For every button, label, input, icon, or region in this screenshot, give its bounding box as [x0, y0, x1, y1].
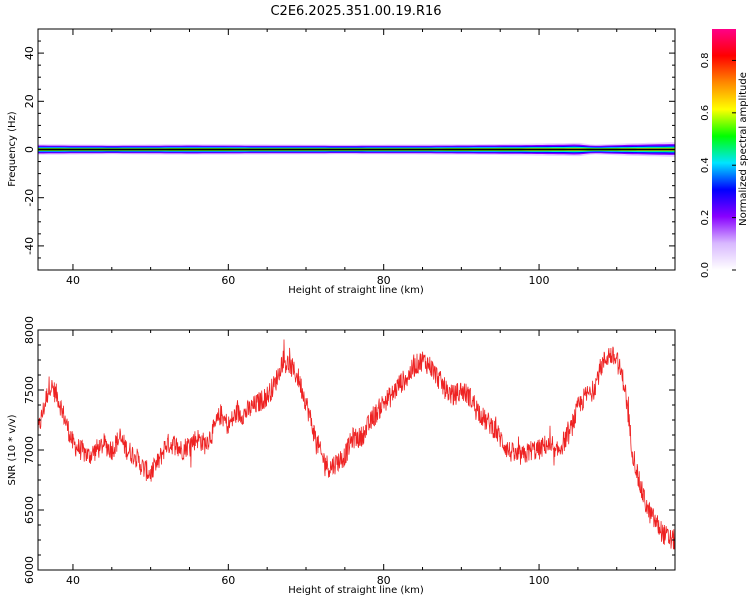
snr-ytick-label: 7000 [23, 436, 36, 464]
spectrogram-axes: 40 60 80 100 40 20 0 -20 -40 [23, 28, 675, 287]
snr-ytick-label: 7500 [23, 376, 36, 404]
colorbar-tick-label: 0.6 [700, 105, 711, 121]
colorbar-tick-label: 0.4 [700, 157, 711, 173]
spectrogram-xlabel: Height of straight line (km) [288, 285, 424, 296]
spectral-band [38, 142, 675, 157]
spectrogram-xtick-label: 80 [377, 274, 391, 287]
spectrogram-xtick-label: 40 [66, 274, 80, 287]
spectrogram-ytick-label: 0 [23, 146, 36, 153]
spectrogram-ytick-label: 40 [23, 46, 36, 60]
snr-series [38, 339, 675, 550]
snr-ylabel: SNR (10 * v/v) [7, 414, 18, 485]
colorbar-ticks: 0.0 0.2 0.4 0.6 0.8 [700, 52, 736, 278]
snr-xtick-label: 100 [529, 574, 550, 587]
spectrogram-xtick-label: 60 [221, 274, 235, 287]
snr-ytick-label: 6000 [23, 556, 36, 584]
snr-ytick-label: 6500 [23, 496, 36, 524]
chart-title: C2E6.2025.351.00.19.R16 [270, 4, 441, 19]
snr-panel: 40 60 80 100 8000 7500 7000 6500 6000 Height of … [7, 316, 676, 596]
snr-line [38, 339, 675, 550]
snr-ytick-label: 8000 [23, 316, 36, 344]
spectral-band-layer [38, 148, 675, 151]
snr-plot-area [38, 330, 675, 570]
spectrogram-panel: 40 60 80 100 40 20 0 -20 -40 Height of straight … [7, 28, 676, 296]
snr-axes: 40 60 80 100 8000 7500 7000 6500 6000 [23, 316, 675, 587]
colorbar-label: Normalized spectral amplitude [738, 72, 749, 226]
colorbar-tick-label: 0.2 [700, 210, 711, 226]
colorbar: 0.0 0.2 0.4 0.6 0.8 Normalized spectral ampl… [700, 29, 749, 278]
snr-xtick-label: 60 [221, 574, 235, 587]
spectrogram-ytick-label: 20 [23, 94, 36, 108]
spectrogram-xtick-label: 100 [529, 274, 550, 287]
snr-xlabel: Height of straight line (km) [288, 585, 424, 596]
spectrogram-ytick-label: -40 [23, 237, 36, 255]
colorbar-bar [712, 29, 736, 270]
colorbar-tick-label: 0.8 [700, 52, 711, 68]
snr-xtick-label: 40 [66, 574, 80, 587]
spectrogram-ylabel: Frequency (Hz) [7, 111, 18, 187]
snr-xtick-label: 80 [377, 574, 391, 587]
spectrogram-ytick-label: -20 [23, 189, 36, 207]
colorbar-tick-label: 0.0 [700, 262, 711, 278]
